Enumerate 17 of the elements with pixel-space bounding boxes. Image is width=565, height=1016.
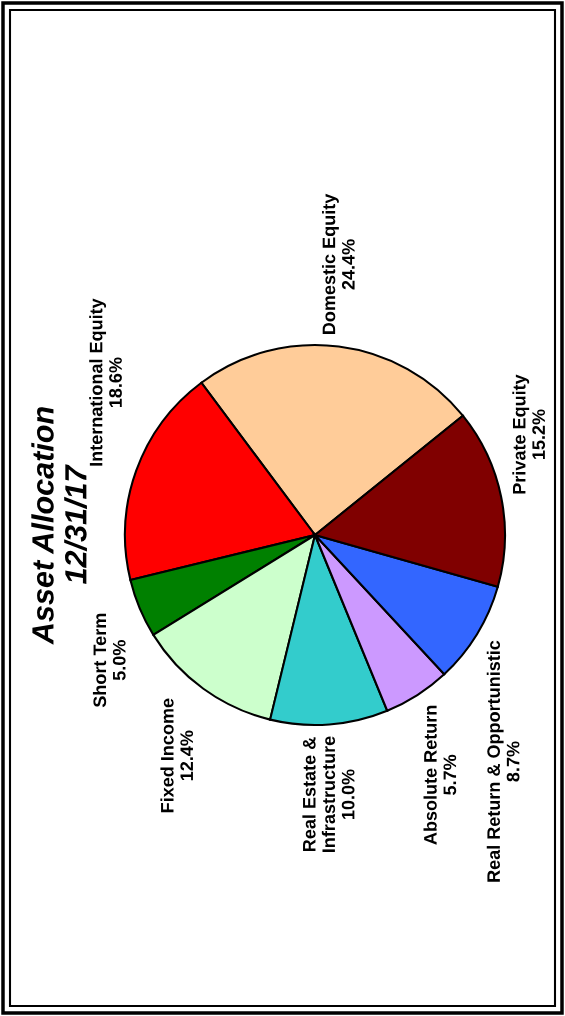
data-label: 10.0% [341,769,355,819]
data-label: 24.4% [341,239,355,290]
slice-label: Absolute Return [423,705,437,845]
slice-label: Short Term [92,613,107,708]
slice-label: Domestic Equity [322,193,339,334]
slice-label: Real Return & Opportunistic [486,640,504,882]
slice-label: Real Estate & Infrastructure [302,736,336,852]
text: Asset Allocation 12/31/17 [31,407,87,645]
slice-label: International Equity [89,298,107,466]
data-label: 8.7% [506,741,520,782]
slice-label: Fixed Income [160,698,174,813]
data-label: 15.2% [532,409,546,459]
slice-label: Private Equity [512,374,530,494]
data-label: 18.6% [109,357,122,408]
data-label: 12.4% [180,730,194,781]
data-label: 5.0% [112,640,126,681]
data-label: 5.7% [443,754,457,795]
